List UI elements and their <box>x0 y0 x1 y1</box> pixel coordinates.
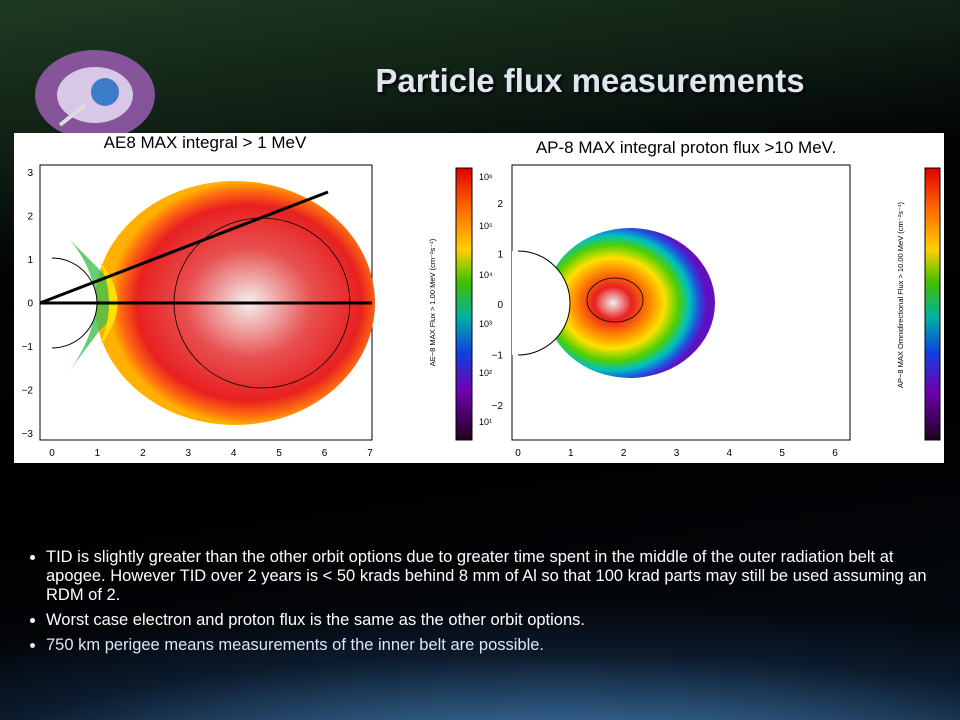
x-tick-label: 6 <box>322 448 328 459</box>
figure-title: AE8 MAX integral > 1 MeV <box>104 133 307 152</box>
x-tick-label: 6 <box>832 448 838 459</box>
x-tick-label: 0 <box>49 448 55 459</box>
logo <box>35 50 155 140</box>
x-tick-label: 1 <box>95 448 101 459</box>
colorbar-tick-label: 10¹ <box>946 392 959 402</box>
x-tick-label: 2 <box>621 448 627 459</box>
colorbar-tick-label: 10¹ <box>479 417 492 427</box>
figure-panel: AE8 MAX integral > 1 MeV 0 1 2 3 4 5 6 7 3 2 1 0 −1 −2… <box>21 133 960 459</box>
x-tick-label: 1 <box>568 448 574 459</box>
colorbar-tick-label: 10² <box>479 368 492 378</box>
x-tick-label: 3 <box>674 448 680 459</box>
colorbar-tick-label: 10⁵ <box>479 221 493 231</box>
y-tick-label: 2 <box>497 199 503 210</box>
y-tick-label: 0 <box>497 300 503 311</box>
y-tick-label: 1 <box>27 255 33 266</box>
y-tick-label: −2 <box>492 401 504 412</box>
y-tick-label: −1 <box>22 342 34 353</box>
bullet: 750 km perigee means measurements of the… <box>46 636 946 655</box>
colorbar-tick-label: 10⁴ <box>946 235 960 245</box>
y-tick-label: 1 <box>497 250 503 261</box>
y-tick-label: −2 <box>22 386 34 397</box>
x-tick-label: 4 <box>231 448 237 459</box>
bullet: Worst case electron and proton flux is t… <box>46 611 946 630</box>
colorbar-tick-label: 10⁶ <box>479 172 493 182</box>
y-tick-label: −3 <box>22 429 34 440</box>
colorbar-tick-label: 10⁴ <box>479 270 493 280</box>
colorbar-tick-label: 10³ <box>946 287 959 297</box>
x-tick-label: 2 <box>140 448 146 459</box>
slide-title: Particle flux measurements <box>375 62 805 99</box>
bullet: TID is slightly greater than the other o… <box>46 548 946 605</box>
y-tick-label: 3 <box>27 168 33 179</box>
bullet-list: TID is slightly greater than the other o… <box>22 548 946 661</box>
x-tick-label: 0 <box>515 448 521 459</box>
x-tick-label: 7 <box>367 448 373 459</box>
y-tick-label: 2 <box>27 212 33 223</box>
colorbar-tick-label: 10² <box>946 340 959 350</box>
x-tick-label: 5 <box>779 448 785 459</box>
colorbar-label: AP−8 MAX Omnidirectional Flux > 10.00 Me… <box>896 202 905 388</box>
colorbar-tick-label: 10³ <box>479 319 492 329</box>
colorbar-tick-label: 10⁵ <box>946 182 960 192</box>
y-tick-label: 0 <box>27 299 33 310</box>
x-tick-label: 5 <box>276 448 282 459</box>
x-tick-label: 4 <box>727 448 733 459</box>
y-tick-label: −1 <box>492 351 504 362</box>
x-tick-label: 3 <box>186 448 192 459</box>
colorbar-label: AE−8 MAX Flux > 1.00 MeV (cm⁻²s⁻¹) <box>428 238 437 366</box>
figure-title: AP-8 MAX integral proton flux >10 MeV. <box>536 138 836 157</box>
